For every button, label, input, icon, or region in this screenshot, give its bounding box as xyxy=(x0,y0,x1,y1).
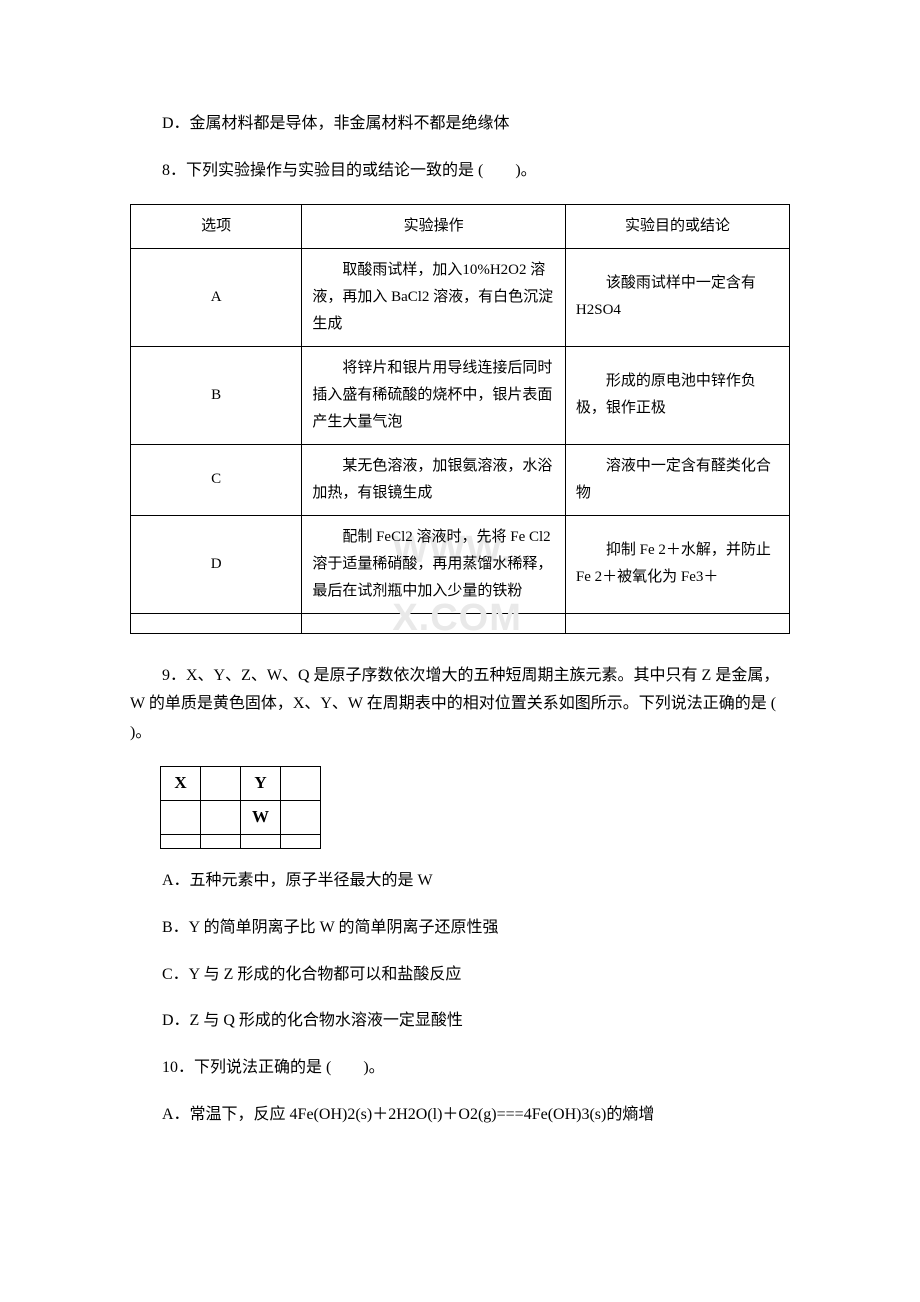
q10-option-a: A．常温下，反应 4Fe(OH)2(s)＋2H2O(l)＋O2(g)===4Fe… xyxy=(130,1101,790,1130)
grid-cell xyxy=(281,766,321,800)
grid-cell: Y xyxy=(241,766,281,800)
grid-cell xyxy=(241,834,281,848)
cell-option: D xyxy=(131,515,302,613)
cell-option: A xyxy=(131,248,302,346)
grid-cell xyxy=(201,766,241,800)
cell-operation: 将锌片和银片用导线连接后同时插入盛有稀硫酸的烧杯中，银片表面产生大量气泡 xyxy=(302,346,566,444)
q9-periodic-grid: X Y W xyxy=(160,766,790,849)
cell-operation: 某无色溶液，加银氨溶液，水浴加热，有银镜生成 xyxy=(302,444,566,515)
header-operation: 实验操作 xyxy=(302,204,566,248)
grid-cell xyxy=(161,834,201,848)
q7-option-d: D．金属材料都是导体，非金属材料不都是绝缘体 xyxy=(130,110,790,139)
cell-conclusion: 溶液中一定含有醛类化合物 xyxy=(565,444,789,515)
q9-option-d: D．Z 与 Q 形成的化合物水溶液一定显酸性 xyxy=(130,1007,790,1036)
table-row: A 取酸雨试样，加入10%H2O2 溶液，再加入 BaCl2 溶液，有白色沉淀生… xyxy=(131,248,790,346)
table-row: B 将锌片和银片用导线连接后同时插入盛有稀硫酸的烧杯中，银片表面产生大量气泡 形… xyxy=(131,346,790,444)
q9-option-c: C．Y 与 Z 形成的化合物都可以和盐酸反应 xyxy=(130,961,790,990)
grid-cell xyxy=(281,800,321,834)
cell-conclusion: 该酸雨试样中一定含有 H2SO4 xyxy=(565,248,789,346)
grid-cell: W xyxy=(241,800,281,834)
grid-cell xyxy=(161,800,201,834)
table-row: D WWW. X.COM 配制 FeCl2 溶液时，先将 Fe Cl2 溶于适量… xyxy=(131,515,790,613)
table-row: C 某无色溶液，加银氨溶液，水浴加热，有银镜生成 溶液中一定含有醛类化合物 xyxy=(131,444,790,515)
q10-stem: 10．下列说法正确的是 ( )。 xyxy=(130,1054,790,1083)
cell-option: C xyxy=(131,444,302,515)
header-conclusion: 实验目的或结论 xyxy=(565,204,789,248)
q9-stem: 9．X、Y、Z、W、Q 是原子序数依次增大的五种短周期主族元素。其中只有 Z 是… xyxy=(130,662,790,748)
table-empty-row xyxy=(131,613,790,633)
cell-option: B xyxy=(131,346,302,444)
table-header-row: 选项 实验操作 实验目的或结论 xyxy=(131,204,790,248)
header-option: 选项 xyxy=(131,204,302,248)
cell-operation: 取酸雨试样，加入10%H2O2 溶液，再加入 BaCl2 溶液，有白色沉淀生成 xyxy=(302,248,566,346)
grid-cell xyxy=(281,834,321,848)
grid-cell: X xyxy=(161,766,201,800)
q8-table: 选项 实验操作 实验目的或结论 A 取酸雨试样，加入10%H2O2 溶液，再加入… xyxy=(130,204,790,634)
q8-stem: 8．下列实验操作与实验目的或结论一致的是 ( )。 xyxy=(130,157,790,186)
cell-conclusion: 抑制 Fe 2＋水解，并防止 Fe 2＋被氧化为 Fe3＋ xyxy=(565,515,789,613)
q9-option-a: A．五种元素中，原子半径最大的是 W xyxy=(130,867,790,896)
cell-conclusion: 形成的原电池中锌作负极，银作正极 xyxy=(565,346,789,444)
cell-operation: WWW. X.COM 配制 FeCl2 溶液时，先将 Fe Cl2 溶于适量稀硝… xyxy=(302,515,566,613)
grid-cell xyxy=(201,834,241,848)
grid-cell xyxy=(201,800,241,834)
q9-option-b: B．Y 的简单阴离子比 W 的简单阴离子还原性强 xyxy=(130,914,790,943)
